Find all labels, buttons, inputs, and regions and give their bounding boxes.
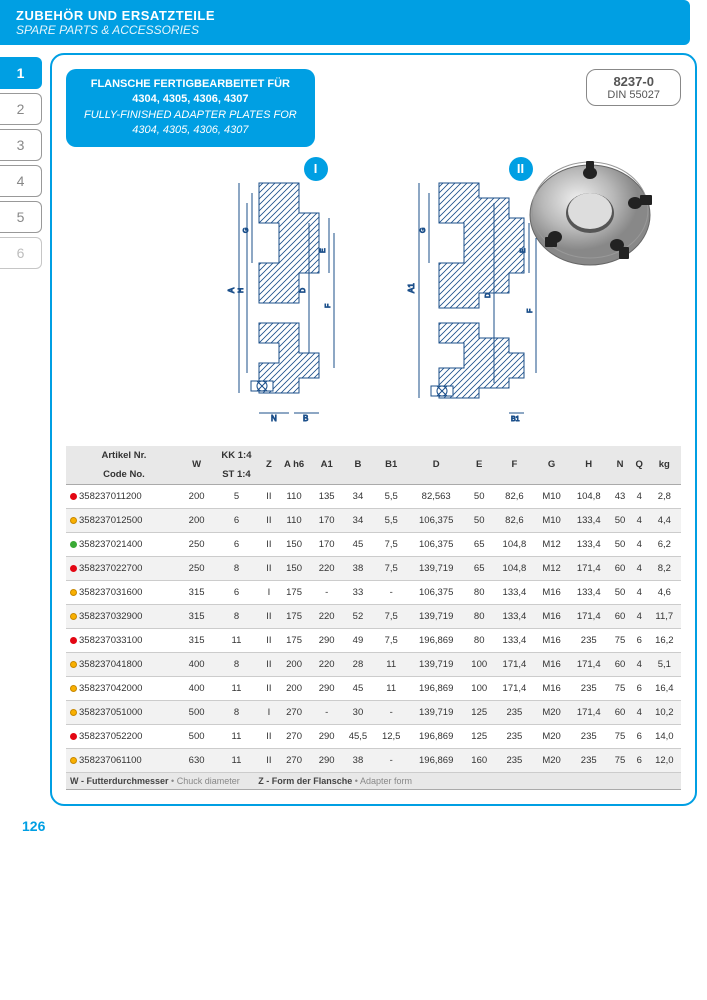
- svg-text:B: B: [303, 414, 308, 423]
- table-row: 35823703310031511II175290497,5196,869801…: [66, 628, 681, 652]
- title-en-1: FULLY-FINISHED ADAPTER PLATES FOR: [84, 108, 297, 123]
- table-row: 3582370112002005II110135345,582,5635082,…: [66, 484, 681, 508]
- tab-4[interactable]: 4: [0, 165, 42, 197]
- th-G: G: [535, 446, 568, 485]
- spec-table: Artikel Nr.WKK 1:4ZA h6A1BB1DEFGHNQkg Cod…: [66, 446, 681, 773]
- status-dot: [70, 613, 77, 620]
- th-Z: Z: [262, 446, 277, 485]
- svg-text:G: G: [243, 227, 250, 232]
- status-dot: [70, 493, 77, 500]
- svg-text:E: E: [320, 248, 327, 253]
- roman-badge-2: II: [509, 157, 533, 181]
- th-B: B: [341, 446, 374, 485]
- status-dot: [70, 589, 77, 596]
- table-row: 3582370214002506II150170457,5106,3756510…: [66, 532, 681, 556]
- th-article-de: Artikel Nr.: [66, 446, 182, 465]
- diagrams-area: I A H D E F G N B: [66, 163, 681, 428]
- tab-3[interactable]: 3: [0, 129, 42, 161]
- diagram-2: II A1 D G E F B1: [379, 163, 549, 428]
- th-kk-de: KK 1:4: [211, 446, 261, 465]
- status-dot: [70, 637, 77, 644]
- th-kk-en: ST 1:4: [211, 465, 261, 485]
- th-F: F: [494, 446, 535, 485]
- tab-2[interactable]: 2: [0, 93, 42, 125]
- title-box: FLANSCHE FERTIGBEARBEITET FÜR 4304, 4305…: [66, 69, 315, 147]
- table-row: 3582370125002006II110170345,5106,3755082…: [66, 508, 681, 532]
- header-title-de: ZUBEHÖR UND ERSATZTEILE: [16, 8, 674, 23]
- side-tabs: 1 2 3 4 5 6: [0, 53, 50, 806]
- svg-text:E: E: [520, 248, 527, 253]
- tab-5[interactable]: 5: [0, 201, 42, 233]
- svg-text:G: G: [420, 227, 427, 232]
- svg-text:D: D: [300, 288, 307, 293]
- th-B1: B1: [375, 446, 408, 485]
- th-Q: Q: [631, 446, 648, 485]
- product-standard: DIN 55027: [607, 89, 660, 101]
- page-number: 126: [22, 818, 707, 834]
- status-dot: [70, 685, 77, 692]
- status-dot: [70, 517, 77, 524]
- svg-text:F: F: [325, 303, 332, 307]
- table-row: 3582370418004008II2002202811139,71910017…: [66, 652, 681, 676]
- table-footer: W - Futterdurchmesser • Chuck diameter Z…: [66, 773, 681, 790]
- product-code-box: 8237-0 DIN 55027: [586, 69, 681, 106]
- table-row: 3582370510005008I270-30-139,719125235M20…: [66, 700, 681, 724]
- status-dot: [70, 709, 77, 716]
- tab-6[interactable]: 6: [0, 237, 42, 269]
- svg-text:A: A: [227, 287, 236, 293]
- tab-1[interactable]: 1: [0, 57, 42, 89]
- footer-w-de: W - Futterdurchmesser: [70, 776, 169, 786]
- svg-text:A1: A1: [407, 282, 416, 292]
- svg-text:D: D: [485, 293, 492, 298]
- th-w: W: [182, 446, 211, 485]
- status-dot: [70, 661, 77, 668]
- th-article-en: Code No.: [66, 465, 182, 485]
- th-A h6: A h6: [276, 446, 312, 485]
- table-row: 3582370316003156I175-33-106,37580133,4M1…: [66, 580, 681, 604]
- diagram-1: I A H D E F G N B: [199, 163, 349, 428]
- content-panel: FLANSCHE FERTIGBEARBEITET FÜR 4304, 4305…: [50, 53, 697, 806]
- status-dot: [70, 541, 77, 548]
- title-de-2: 4304, 4305, 4306, 4307: [84, 92, 297, 107]
- title-de-1: FLANSCHE FERTIGBEARBEITET FÜR: [84, 77, 297, 92]
- title-en-2: 4304, 4305, 4306, 4307: [84, 123, 297, 138]
- roman-badge-1: I: [304, 157, 328, 181]
- th-N: N: [609, 446, 631, 485]
- status-dot: [70, 757, 77, 764]
- th-D: D: [408, 446, 465, 485]
- table-row: 35823705220050011II27029045,512,5196,869…: [66, 724, 681, 748]
- footer-z-de: Z - Form der Flansche: [258, 776, 352, 786]
- th-E: E: [465, 446, 494, 485]
- svg-text:F: F: [527, 308, 534, 312]
- status-dot: [70, 733, 77, 740]
- svg-text:B1: B1: [511, 416, 520, 423]
- table-row: 3582370227002508II150220387,5139,7196510…: [66, 556, 681, 580]
- th-A1: A1: [312, 446, 341, 485]
- th-kg: kg: [648, 446, 681, 485]
- th-H: H: [568, 446, 609, 485]
- table-row: 35823704200040011II2002904511196,8691001…: [66, 676, 681, 700]
- table-row: 35823706110063011II27029038-196,86916023…: [66, 748, 681, 772]
- product-code: 8237-0: [607, 74, 660, 89]
- footer-z-en: Adapter form: [360, 776, 412, 786]
- svg-text:H: H: [238, 288, 245, 293]
- page-header: ZUBEHÖR UND ERSATZTEILE SPARE PARTS & AC…: [0, 0, 690, 45]
- footer-w-en: Chuck diameter: [177, 776, 240, 786]
- header-title-en: SPARE PARTS & ACCESSORIES: [16, 23, 674, 37]
- table-row: 3582370329003158II175220527,5139,7198013…: [66, 604, 681, 628]
- svg-text:N: N: [271, 414, 277, 423]
- status-dot: [70, 565, 77, 572]
